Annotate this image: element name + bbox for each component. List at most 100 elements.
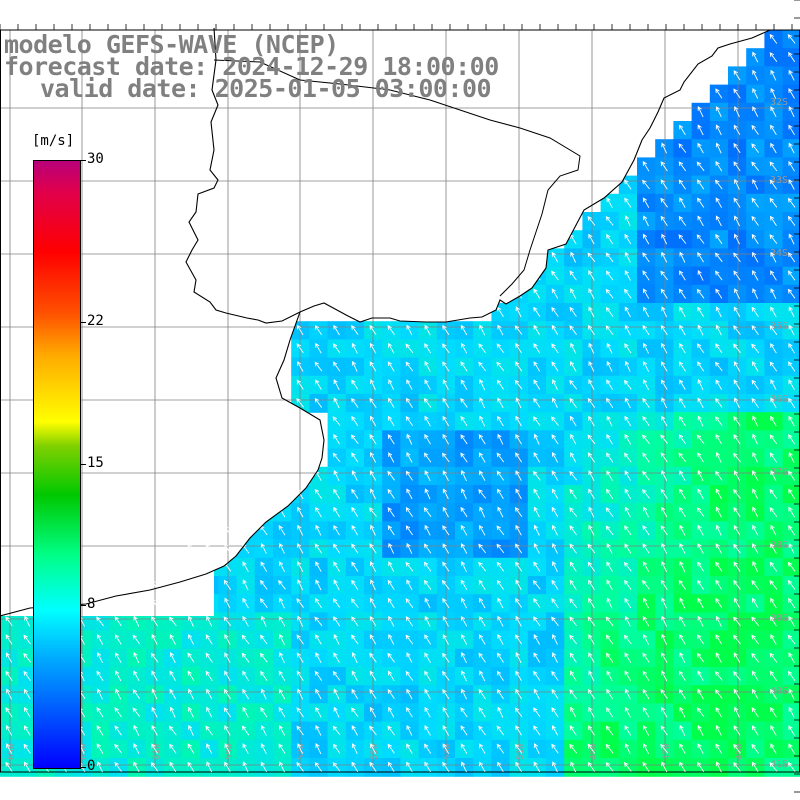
wind-arrow bbox=[461, 470, 467, 482]
wind-arrow bbox=[496, 725, 505, 736]
wind-arrow bbox=[624, 688, 631, 700]
wind-arrow bbox=[624, 543, 632, 554]
wind-arrow bbox=[479, 415, 486, 427]
wind-arrow bbox=[787, 561, 796, 572]
wind-arrow bbox=[642, 670, 650, 682]
wind-arrow bbox=[333, 706, 340, 718]
wind-arrow bbox=[332, 416, 341, 426]
wind-arrow bbox=[314, 361, 323, 372]
wind-arrow bbox=[769, 452, 777, 463]
wind-arrow bbox=[569, 579, 577, 590]
wind-speed-cell bbox=[782, 612, 800, 632]
wind-arrow bbox=[642, 397, 650, 408]
longitude-label: 47W bbox=[662, 743, 672, 760]
wind-arrow bbox=[515, 470, 522, 481]
wind-arrow bbox=[496, 670, 504, 681]
wind-arrow bbox=[169, 652, 176, 664]
wind-arrow bbox=[606, 597, 613, 609]
wind-arrow bbox=[387, 670, 395, 682]
wind-arrow bbox=[206, 743, 213, 754]
wind-arrow bbox=[733, 579, 741, 590]
wind-arrow bbox=[315, 506, 322, 518]
wind-arrow bbox=[661, 615, 668, 627]
wind-arrow bbox=[351, 670, 358, 682]
wind-speed-cell bbox=[782, 594, 800, 613]
wind-arrow bbox=[497, 488, 504, 500]
wind-arrow bbox=[369, 597, 377, 609]
wind-arrow bbox=[751, 670, 759, 682]
wind-arrow bbox=[442, 379, 449, 391]
wind-arrow bbox=[624, 506, 631, 518]
wind-arrow bbox=[297, 615, 304, 627]
wind-speed-cell bbox=[782, 230, 800, 249]
wind-arrow bbox=[442, 598, 450, 609]
wind-arrow bbox=[660, 197, 668, 208]
wind-arrow bbox=[661, 470, 668, 482]
wind-arrow bbox=[697, 142, 704, 154]
wind-arrow bbox=[752, 69, 759, 81]
wind-arrow bbox=[370, 415, 377, 427]
wind-arrow bbox=[551, 670, 559, 681]
colorbar-tick bbox=[80, 767, 86, 768]
wind-arrow bbox=[496, 543, 505, 554]
wind-arrow bbox=[661, 542, 668, 554]
wind-arrow bbox=[606, 561, 613, 572]
wind-arrow bbox=[406, 542, 413, 554]
wind-arrow bbox=[605, 525, 614, 536]
wind-arrow bbox=[478, 561, 487, 572]
wind-arrow bbox=[424, 324, 431, 336]
wind-arrow bbox=[551, 270, 559, 281]
wind-arrow bbox=[624, 579, 632, 590]
wind-arrow bbox=[132, 689, 141, 700]
wind-arrow bbox=[788, 725, 795, 736]
wind-arrow bbox=[479, 743, 486, 754]
wind-arrow bbox=[242, 615, 249, 627]
wind-arrow bbox=[752, 761, 759, 773]
wind-arrow bbox=[751, 579, 759, 590]
wind-arrow bbox=[423, 579, 432, 590]
wind-arrow bbox=[678, 143, 687, 153]
wind-arrow bbox=[643, 306, 650, 318]
wind-arrow bbox=[151, 688, 158, 700]
wind-arrow bbox=[405, 634, 414, 645]
wind-arrow bbox=[733, 761, 741, 772]
wind-arrow bbox=[788, 615, 795, 627]
wind-arrow bbox=[351, 688, 359, 700]
wind-arrow bbox=[460, 615, 468, 627]
wind-arrow bbox=[387, 434, 395, 445]
coastline bbox=[185, 27, 800, 324]
wind-arrow bbox=[260, 707, 268, 718]
wind-arrow bbox=[661, 761, 668, 773]
wind-arrow bbox=[788, 506, 795, 518]
wind-arrow bbox=[570, 452, 577, 463]
wind-arrow bbox=[606, 670, 613, 682]
wind-arrow bbox=[551, 725, 559, 736]
longitude-label: 63W bbox=[79, 743, 89, 760]
wind-arrow bbox=[461, 634, 468, 645]
wind-arrow bbox=[260, 542, 267, 554]
wind-arrow bbox=[533, 598, 541, 609]
wind-arrow bbox=[715, 142, 722, 154]
wind-arrow bbox=[169, 743, 177, 754]
wind-arrow bbox=[278, 580, 286, 590]
wind-arrow bbox=[387, 743, 395, 754]
wind-arrow bbox=[606, 397, 614, 408]
latitude-label: 36S bbox=[770, 394, 788, 405]
wind-arrow bbox=[733, 561, 741, 572]
wind-arrow bbox=[406, 761, 413, 773]
wind-arrow bbox=[661, 652, 668, 663]
wind-arrow bbox=[406, 724, 413, 736]
wind-arrow bbox=[388, 379, 395, 390]
wind-arrow bbox=[661, 233, 668, 245]
colorbar-tick-label: 30 bbox=[87, 151, 104, 167]
wind-arrow bbox=[351, 470, 358, 482]
wind-arrow bbox=[150, 761, 159, 772]
wind-arrow bbox=[605, 652, 614, 663]
wind-arrow bbox=[370, 379, 376, 391]
wind-speed-cell bbox=[782, 539, 800, 559]
wind-arrow bbox=[697, 524, 704, 536]
wind-arrow bbox=[278, 525, 286, 536]
wind-arrow bbox=[333, 633, 340, 645]
wind-arrow bbox=[314, 488, 323, 499]
wind-arrow bbox=[569, 379, 578, 390]
